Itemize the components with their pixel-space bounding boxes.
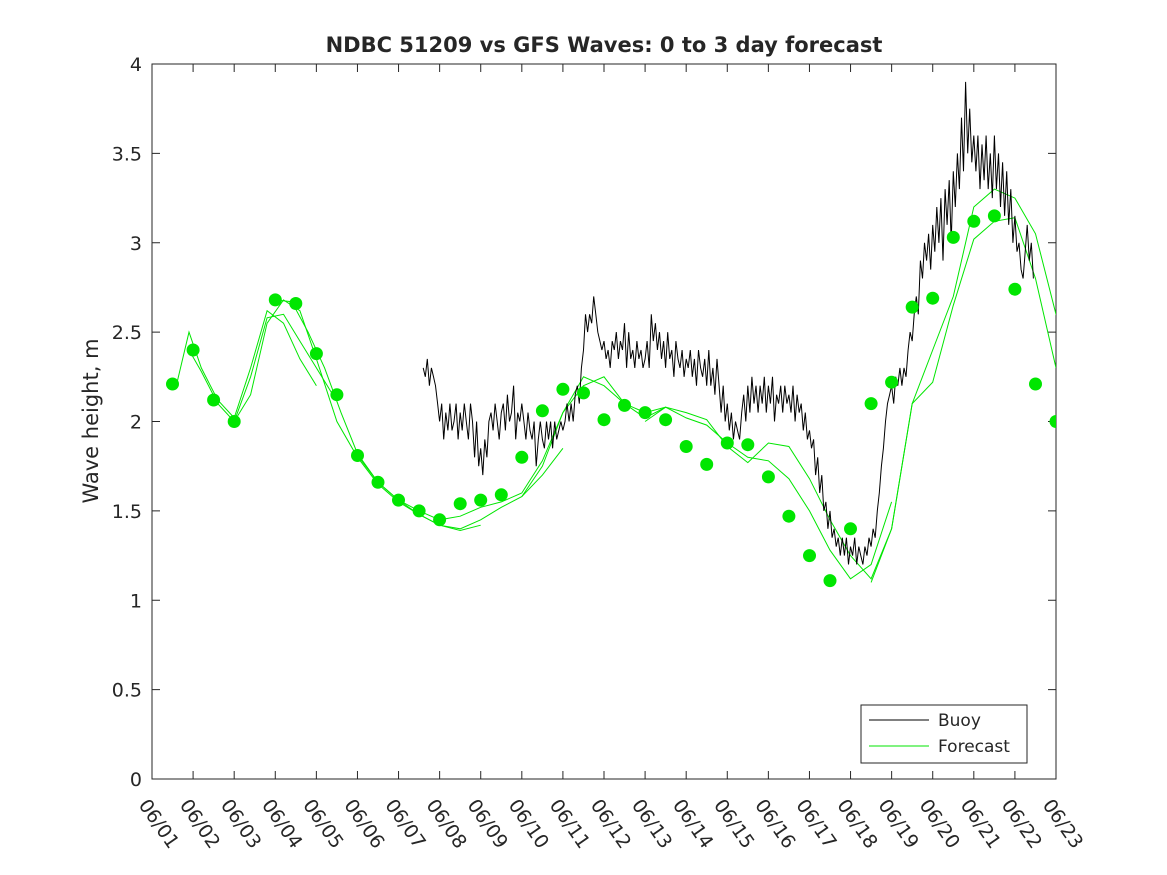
- legend-label-forecast: Forecast: [938, 737, 1010, 757]
- forecast-marker: [309, 347, 323, 361]
- forecast-marker: [885, 375, 899, 389]
- y-tick-label: 2.5: [112, 322, 142, 344]
- forecast-marker: [844, 522, 857, 536]
- forecast-marker: [535, 404, 549, 418]
- forecast-marker: [1049, 415, 1056, 428]
- forecast-marker: [289, 297, 303, 310]
- y-tick-label: 0: [130, 769, 142, 791]
- forecast-marker: [1029, 377, 1042, 391]
- y-axis-label: Wave height, m: [79, 338, 103, 503]
- forecast-marker: [823, 574, 837, 588]
- forecast-marker: [351, 449, 364, 462]
- legend: Buoy Forecast: [860, 704, 1028, 764]
- forecast-marker: [638, 406, 652, 420]
- forecast-run-line-4: [357, 376, 666, 521]
- forecast-marker: [597, 413, 611, 427]
- forecast-marker: [433, 513, 447, 527]
- forecast-marker: [946, 230, 960, 244]
- forecast-marker: [741, 438, 755, 452]
- forecast-marker: [577, 386, 590, 400]
- forecast-marker: [227, 415, 241, 428]
- forecast-marker: [618, 398, 631, 412]
- forecast-marker: [803, 549, 816, 563]
- forecast-marker: [700, 457, 714, 471]
- y-tick-label: 2: [130, 412, 142, 434]
- forecast-marker: [761, 470, 775, 484]
- forecast-marker: [474, 493, 488, 507]
- forecast-marker: [412, 504, 426, 518]
- forecast-marker: [371, 475, 385, 489]
- legend-label-buoy: Buoy: [938, 711, 981, 731]
- y-tick-label: 3: [130, 233, 142, 255]
- forecast-marker: [166, 377, 179, 391]
- y-tick-label: 1.5: [112, 501, 142, 523]
- forecast-marker: [330, 388, 344, 402]
- plot-inner: [166, 81, 1056, 588]
- forecast-marker: [926, 291, 940, 305]
- y-tick-label: 1: [130, 590, 142, 612]
- forecast-marker: [268, 293, 282, 307]
- forecast-marker: [207, 393, 221, 407]
- forecast-marker: [515, 450, 529, 464]
- forecast-marker: [659, 413, 673, 427]
- forecast-marker: [679, 440, 693, 453]
- forecast-run-line-7: [870, 188, 1056, 583]
- chart-title: NDBC 51209 vs GFS Waves: 0 to 3 day fore…: [326, 33, 883, 57]
- y-tick-label: 4: [130, 54, 142, 76]
- y-axis-ticks: 0 0.5 1 1.5 2 2.5 3 3.5 4: [112, 54, 1056, 791]
- forecast-marker: [1008, 282, 1022, 296]
- forecast-marker: [782, 509, 796, 523]
- y-tick-label: 0.5: [112, 680, 142, 702]
- forecast-marker: [987, 209, 1001, 223]
- forecast-marker: [720, 436, 734, 450]
- forecast-marker: [186, 343, 200, 357]
- forecast-marker: [453, 497, 467, 511]
- forecast-marker: [556, 382, 570, 396]
- buoy-line: [422, 81, 1034, 565]
- forecast-run-line-1: [188, 313, 334, 423]
- forecast-marker: [864, 397, 878, 411]
- forecast-marker: [392, 493, 405, 507]
- legend-box: [860, 704, 1028, 764]
- forecast-marker: [967, 214, 981, 228]
- forecast-marker: [494, 488, 508, 502]
- forecast-run-line-6: [644, 217, 1056, 580]
- forecast-run-line-5: [521, 376, 893, 580]
- plot-series: [166, 81, 1056, 588]
- forecast-marker: [905, 300, 919, 314]
- y-tick-label: 3.5: [112, 143, 142, 165]
